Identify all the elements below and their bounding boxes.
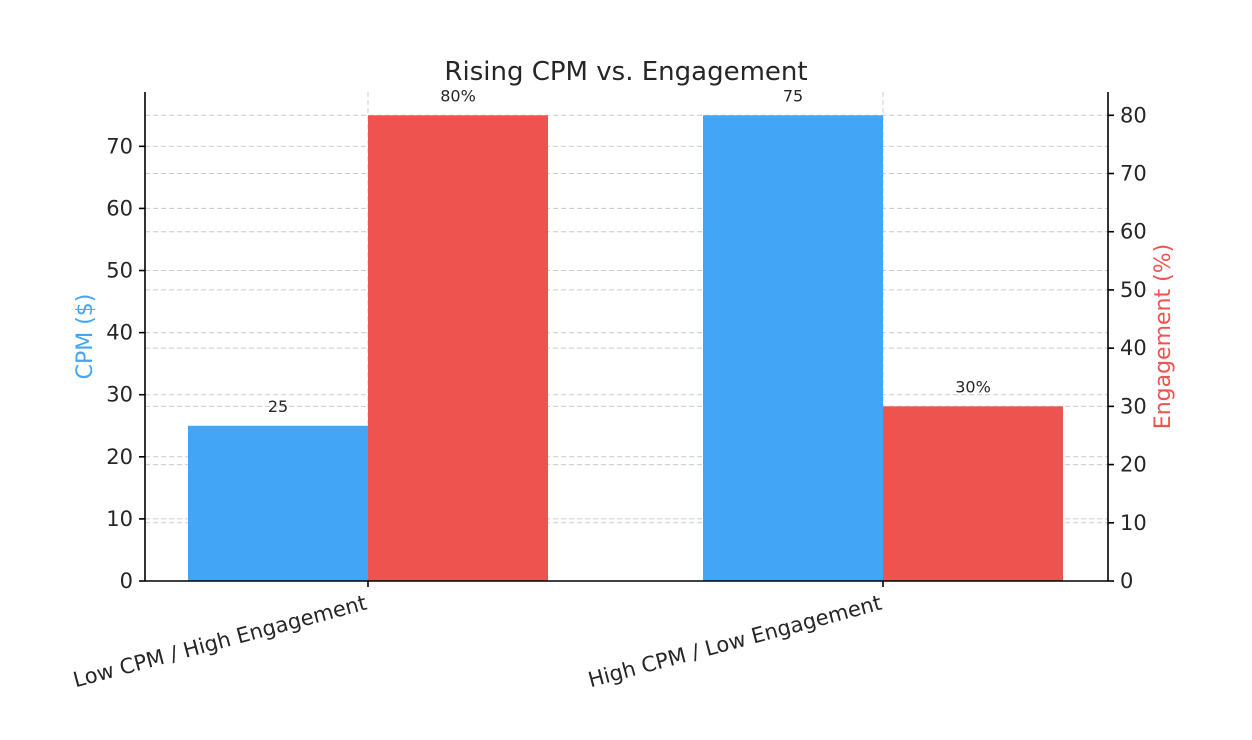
data-label-engagement-1: 30% — [955, 377, 991, 396]
axes — [139, 92, 1114, 587]
y-tick-label-left-1: 10 — [106, 507, 133, 531]
bar-cpm-0 — [188, 425, 368, 581]
chart-title: Rising CPM vs. Engagement — [444, 57, 807, 87]
y-tick-label-right-5: 50 — [1120, 278, 1147, 302]
labels: 25 75 80% 30% 0 10 20 30 40 50 60 70 0 10 20 30 40 50 60 70… — [71, 86, 1176, 692]
y-tick-label-right-2: 20 — [1120, 453, 1147, 477]
y-tick-label-left-3: 30 — [106, 383, 133, 407]
x-category-label-1: High CPM / Low Engagement — [586, 591, 885, 693]
y-tick-label-left-7: 70 — [106, 134, 133, 158]
y-tick-label-right-4: 40 — [1120, 336, 1147, 360]
data-label-engagement-0: 80% — [440, 86, 476, 105]
y-tick-label-right-1: 10 — [1120, 511, 1147, 535]
y-axis-right-title: Engagement (%) — [1151, 244, 1176, 429]
y-tick-label-right-6: 60 — [1120, 220, 1147, 244]
y-tick-label-left-2: 20 — [106, 445, 133, 469]
grid-lines — [145, 92, 1108, 581]
y-tick-label-left-0: 0 — [120, 569, 133, 593]
y-tick-label-left-6: 60 — [106, 196, 133, 220]
y-axis-left-title: CPM ($) — [73, 294, 98, 380]
bar-cpm-1 — [703, 115, 883, 582]
bar-engagement-0 — [368, 115, 548, 582]
y-tick-label-right-8: 80 — [1120, 103, 1147, 127]
y-tick-label-right-0: 0 — [1120, 569, 1133, 593]
y-tick-label-left-5: 50 — [106, 259, 133, 283]
x-category-label-0: Low CPM / High Engagement — [71, 591, 370, 693]
data-label-cpm-1: 75 — [783, 86, 803, 105]
y-tick-label-left-4: 40 — [106, 321, 133, 345]
y-tick-label-right-3: 30 — [1120, 394, 1147, 418]
bars — [188, 115, 1063, 582]
y-tick-label-right-7: 70 — [1120, 162, 1147, 186]
bar-engagement-1 — [883, 406, 1063, 581]
data-label-cpm-0: 25 — [268, 397, 288, 416]
